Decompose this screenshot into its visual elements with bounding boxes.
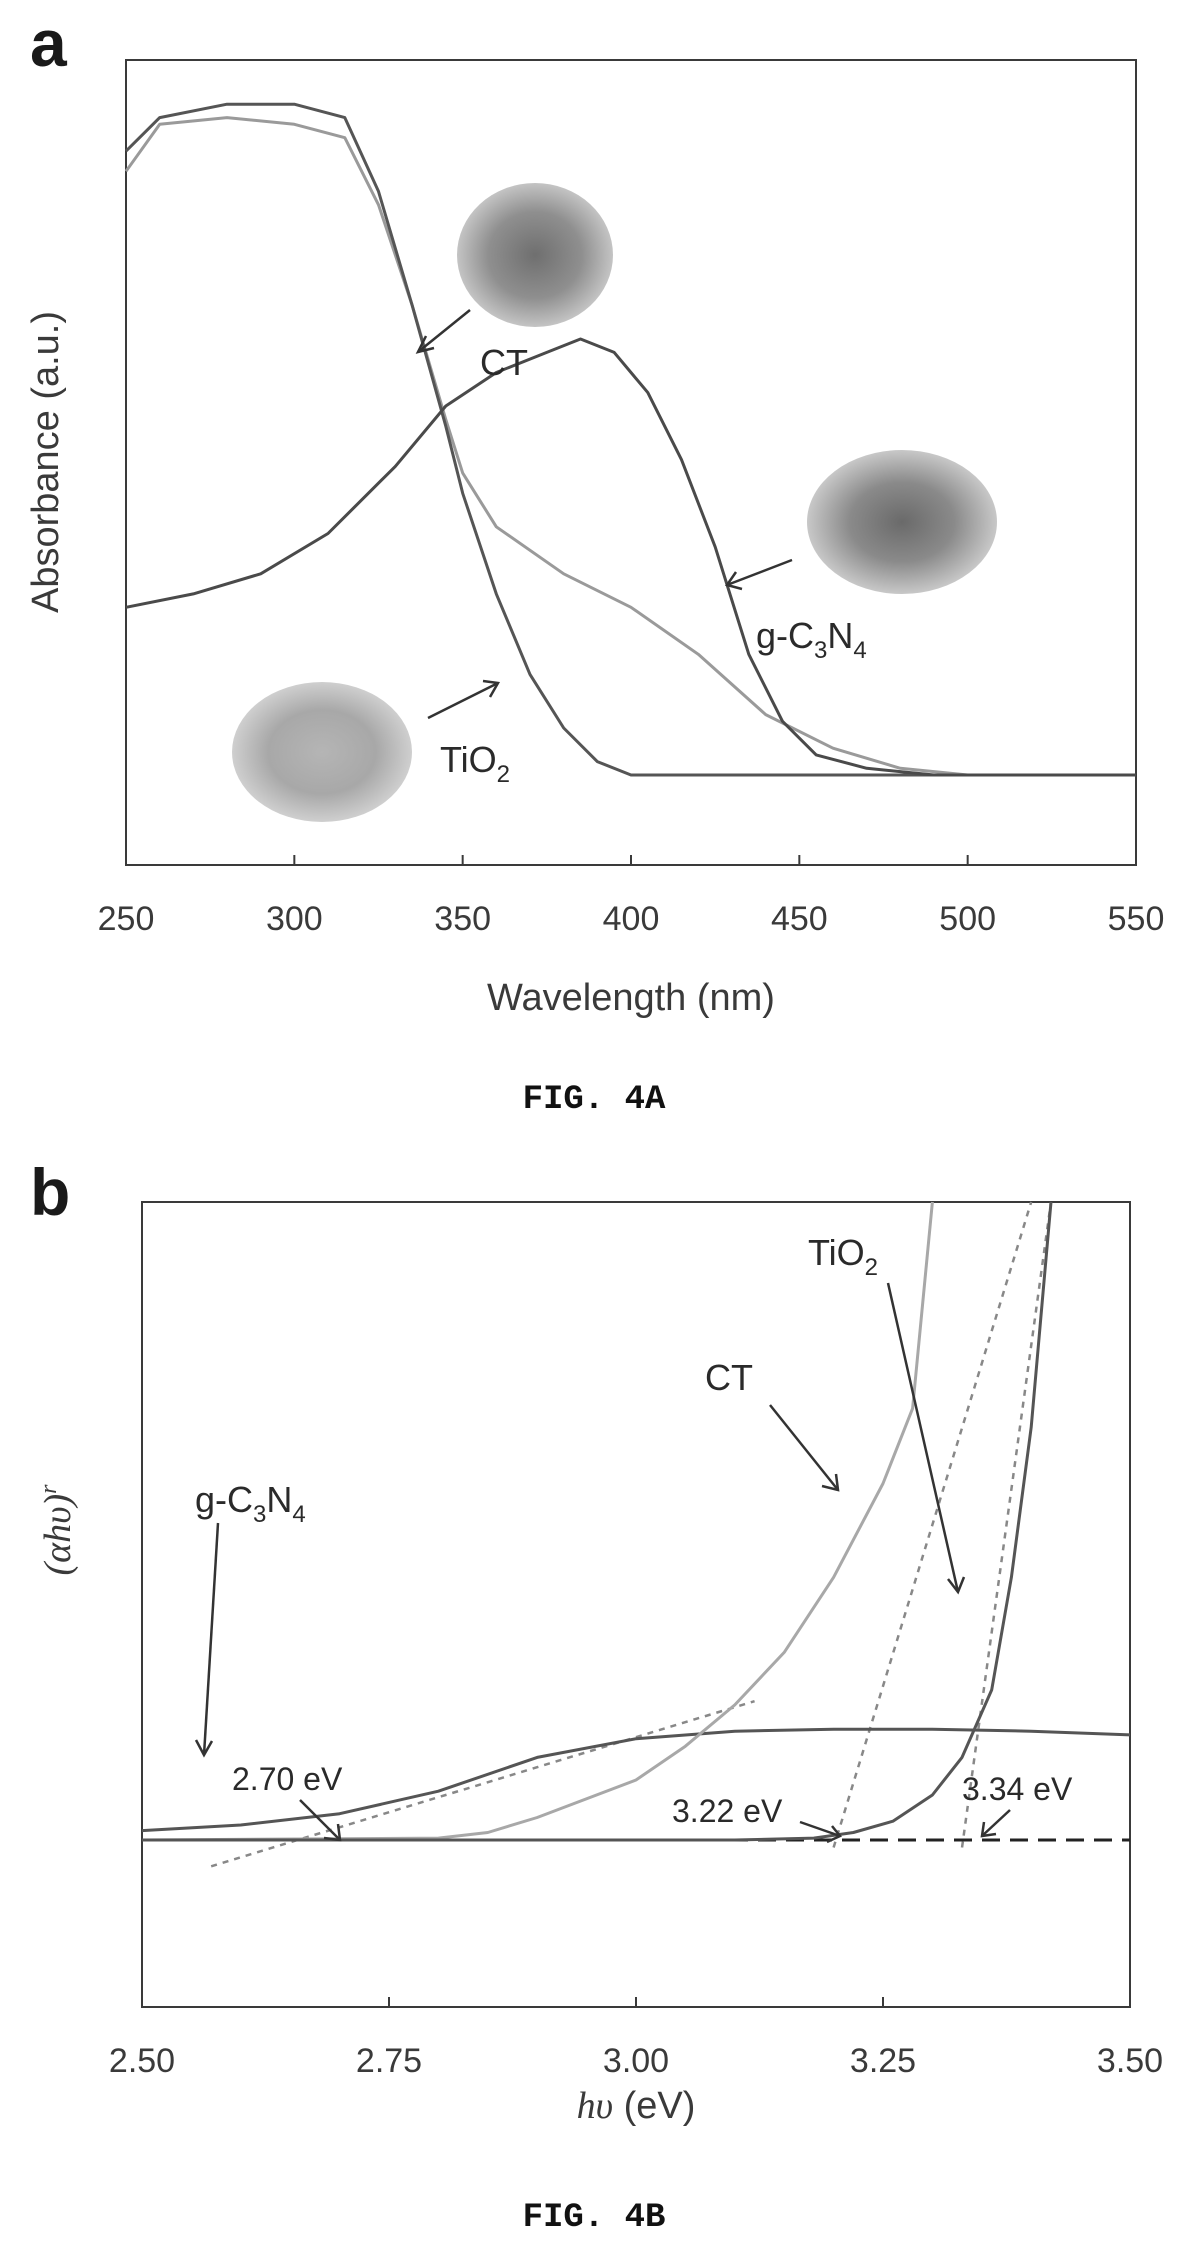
panel-b-plot-frame (141, 1201, 1131, 2008)
eV-322-arrowhead (826, 1825, 842, 1844)
panel-a-tick-label: 250 (98, 900, 155, 938)
panel-a-tick-label: 500 (939, 900, 996, 938)
eV-270-arrowhead (323, 1823, 342, 1842)
panel-b-tick-label: 2.75 (356, 2042, 422, 2080)
panel-b-tick-label: 3.25 (850, 2042, 916, 2080)
panel-a-x-axis-title: Wavelength (nm) (487, 977, 775, 1019)
panel-b-tick-label: 2.50 (109, 2042, 175, 2080)
panel-b-series-line-0 (141, 1727, 1131, 1833)
fig-4b-caption: FIG. 4B (523, 2199, 666, 2237)
panel-b: b 2.50 2.75 3.00 3.25 3.50 g-C3N4 CT TiO2 2.… (30, 1155, 1163, 2237)
ct-label-b: CT (705, 1357, 753, 1398)
ct-arrowhead-b (821, 1473, 840, 1492)
tio2-sample-photo (232, 682, 412, 822)
ct-arrowhead (415, 335, 435, 354)
panel-a-series-line-2 (125, 337, 1136, 777)
gcn-label-b: g-C3N4 (195, 1479, 306, 1528)
panel-a: a 250 300 350 400 450 500 550 CT g-C3N4 TiO2 W… (25, 6, 1164, 1119)
panel-a-series-line-1 (124, 102, 1136, 777)
panel-a-x-ticks: 250 300 350 400 450 500 550 (98, 855, 1165, 938)
tio2-arrow-b (886, 1282, 960, 1593)
panel-a-tick-label: 350 (434, 900, 491, 938)
tio2-arrowhead (482, 679, 501, 698)
ct-arrow (417, 309, 471, 353)
tio2-label-a: TiO2 (440, 739, 510, 788)
panel-b-series (141, 1201, 1131, 1868)
eV-334-arrow (981, 1809, 1011, 1837)
tio2-arrowhead-b (947, 1576, 966, 1595)
panel-a-series-line-0 (124, 116, 1136, 777)
panel-b-y-axis-title: (αhυ)r (36, 1484, 79, 1576)
eV-270-label: 2.70 eV (232, 1761, 343, 1797)
eV-270-arrow (299, 1799, 341, 1841)
panel-b-tangent-2 (960, 1201, 1053, 1848)
ct-label-a: CT (480, 342, 528, 383)
panel-a-y-axis-title: Absorbance (a.u.) (25, 311, 67, 613)
panel-a-tick-label: 300 (266, 900, 323, 938)
eV-322-arrow (799, 1820, 841, 1838)
gcn-arrowhead-b (194, 1739, 214, 1758)
panel-b-tangent-1 (832, 1201, 1033, 1848)
panel-b-series-line-1 (141, 1201, 934, 1842)
eV-334-label: 3.34 eV (962, 1771, 1073, 1807)
eV-322-label: 3.22 eV (672, 1793, 783, 1829)
tio2-arrow (427, 681, 499, 720)
panel-b-series-line-2 (142, 1201, 1053, 1842)
panel-b-tangent-0 (210, 1699, 755, 1868)
gcn-arrow (726, 558, 793, 587)
panel-a-tick-label: 400 (603, 900, 660, 938)
tio2-label-b: TiO2 (808, 1232, 878, 1281)
panel-b-tick-label: 3.50 (1097, 2042, 1163, 2080)
gcn-arrowhead (724, 571, 743, 591)
eV-334-arrowhead (980, 1821, 997, 1838)
ct-arrow-b (769, 1404, 839, 1491)
panel-a-tick-label: 450 (771, 900, 828, 938)
panel-a-letter: a (30, 6, 68, 80)
panel-a-arrows (415, 309, 793, 720)
fig-4a-caption: FIG. 4A (523, 1081, 666, 1119)
panel-a-series (124, 102, 1136, 777)
gcn-label-a: g-C3N4 (756, 615, 867, 664)
panel-b-x-ticks: 2.50 2.75 3.00 3.25 3.50 (109, 1997, 1163, 2080)
ct-sample-photo (457, 183, 613, 327)
panel-b-letter: b (30, 1155, 70, 1229)
panel-b-tick-label: 3.00 (603, 2042, 669, 2080)
gcn-sample-photo (807, 450, 997, 594)
panel-a-tick-label: 550 (1108, 900, 1165, 938)
gcn-arrow-b (202, 1522, 220, 1756)
panel-b-x-axis-title: hυ (eV) (577, 2085, 696, 2127)
panel-b-arrows (194, 1282, 1011, 1844)
